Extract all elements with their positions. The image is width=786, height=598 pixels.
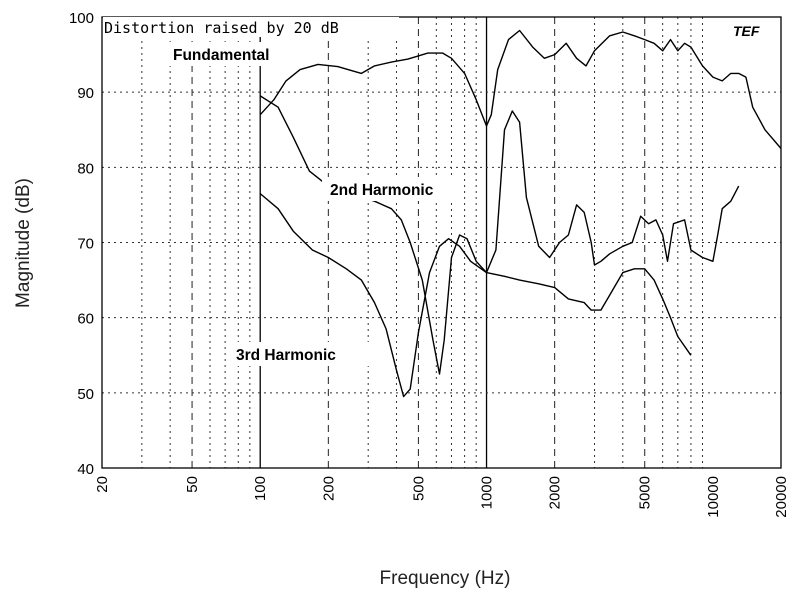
x-tick-label: 500 — [410, 476, 427, 501]
tick-label-layer: 40 50 60 70 80 90 100 20 50 100 200 500 1000 2000 5000… — [69, 10, 786, 518]
y-tick-label: 80 — [77, 160, 94, 177]
x-axis-label: Frequency (Hz) — [380, 568, 511, 589]
x-tick-label: 2000 — [547, 476, 564, 509]
fundamental-label: Fundamental — [173, 47, 269, 64]
y-tick-label: 60 — [77, 311, 94, 328]
note-background — [103, 17, 399, 37]
x-tick-label: 200 — [320, 476, 337, 501]
tef-logo: TEF — [733, 23, 760, 39]
logo-background — [728, 20, 765, 40]
x-tick-label: 100 — [252, 476, 269, 501]
fundamental-label-background — [166, 42, 300, 66]
y-tick-label: 50 — [77, 386, 94, 403]
series-layer — [259, 29, 782, 398]
series-line-3 — [259, 193, 692, 398]
y-tick-label: 40 — [77, 461, 94, 478]
y-tick-label: 100 — [69, 10, 94, 27]
x-tick-label: 5000 — [637, 476, 654, 509]
series-line-2 — [259, 95, 740, 375]
x-tick-label: 10000 — [705, 476, 722, 518]
grid-layer — [102, 17, 781, 468]
x-tick-label: 20000 — [773, 476, 786, 518]
third-harmonic-label-background — [228, 342, 370, 366]
second-harmonic-label-background — [322, 177, 464, 201]
y-tick-label: 90 — [77, 85, 94, 102]
x-tick-label: 20 — [94, 476, 111, 493]
distortion-note: Distortion raised by 20 dB — [104, 19, 339, 37]
x-tick-label: 1000 — [479, 476, 496, 509]
x-tick-label: 50 — [184, 476, 201, 493]
plot-frame — [101, 16, 782, 469]
y-tick-label: 70 — [77, 236, 94, 253]
second-harmonic-label: 2nd Harmonic — [330, 182, 434, 199]
series-line-1 — [259, 29, 782, 149]
third-harmonic-label: 3rd Harmonic — [236, 347, 336, 364]
y-axis-label: Magnitude (dB) — [13, 178, 34, 308]
